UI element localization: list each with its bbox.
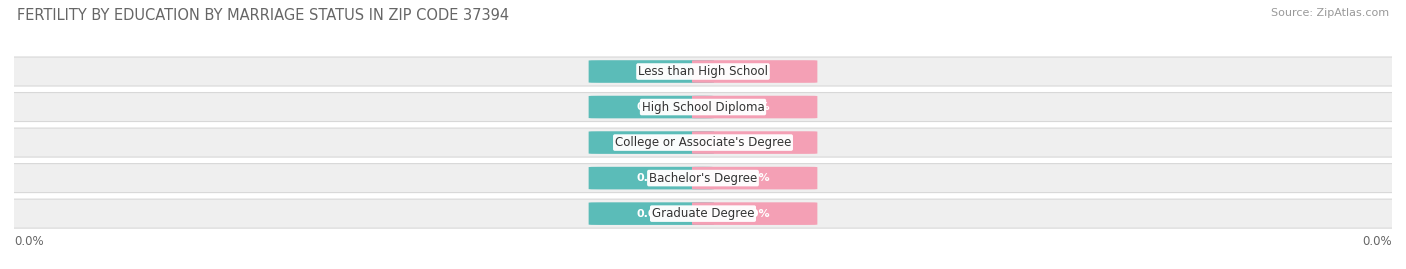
Text: 0.0%: 0.0% [636, 66, 666, 76]
FancyBboxPatch shape [692, 60, 817, 83]
FancyBboxPatch shape [0, 164, 1406, 193]
FancyBboxPatch shape [692, 131, 817, 154]
FancyBboxPatch shape [692, 202, 817, 225]
Text: Graduate Degree: Graduate Degree [652, 207, 754, 220]
Text: College or Associate's Degree: College or Associate's Degree [614, 136, 792, 149]
Text: 0.0%: 0.0% [740, 102, 770, 112]
Text: Less than High School: Less than High School [638, 65, 768, 78]
FancyBboxPatch shape [692, 167, 817, 189]
Text: High School Diploma: High School Diploma [641, 101, 765, 114]
Text: 0.0%: 0.0% [636, 173, 666, 183]
FancyBboxPatch shape [589, 131, 714, 154]
FancyBboxPatch shape [692, 96, 817, 118]
Text: 0.0%: 0.0% [636, 102, 666, 112]
FancyBboxPatch shape [0, 199, 1406, 228]
FancyBboxPatch shape [0, 93, 1406, 122]
Text: 0.0%: 0.0% [740, 209, 770, 219]
Text: 0.0%: 0.0% [636, 137, 666, 148]
Text: 0.0%: 0.0% [740, 137, 770, 148]
FancyBboxPatch shape [589, 60, 714, 83]
Text: Source: ZipAtlas.com: Source: ZipAtlas.com [1271, 8, 1389, 18]
Text: Bachelor's Degree: Bachelor's Degree [650, 172, 756, 185]
FancyBboxPatch shape [0, 57, 1406, 86]
Text: 0.0%: 0.0% [14, 235, 44, 248]
FancyBboxPatch shape [0, 128, 1406, 157]
FancyBboxPatch shape [589, 202, 714, 225]
FancyBboxPatch shape [589, 167, 714, 189]
FancyBboxPatch shape [589, 96, 714, 118]
Text: 0.0%: 0.0% [740, 173, 770, 183]
Text: FERTILITY BY EDUCATION BY MARRIAGE STATUS IN ZIP CODE 37394: FERTILITY BY EDUCATION BY MARRIAGE STATU… [17, 8, 509, 23]
Text: 0.0%: 0.0% [636, 209, 666, 219]
Text: 0.0%: 0.0% [740, 66, 770, 76]
Text: 0.0%: 0.0% [1362, 235, 1392, 248]
